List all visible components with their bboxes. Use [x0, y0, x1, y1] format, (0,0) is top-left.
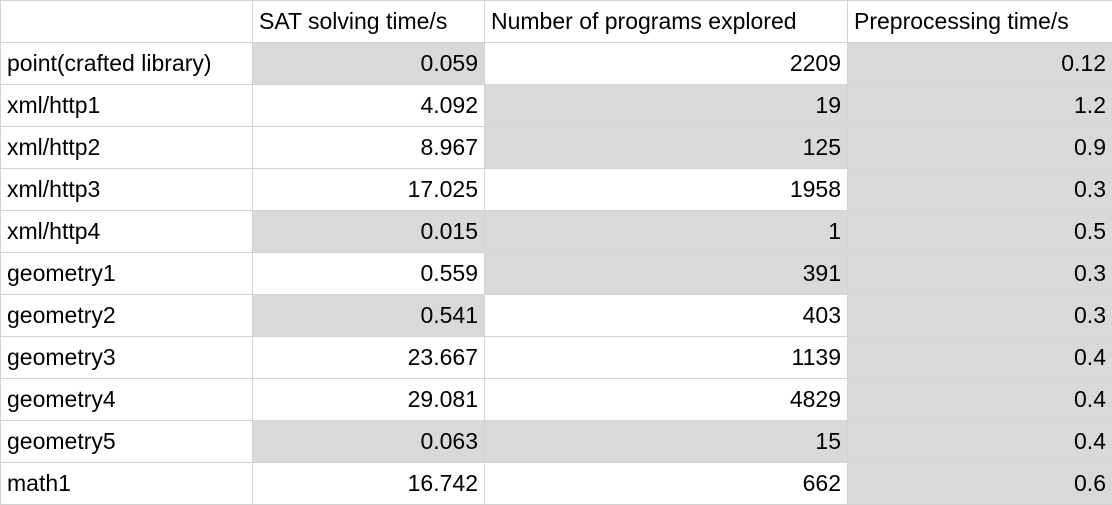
- preprocessing-time-cell[interactable]: 0.4: [848, 379, 1112, 421]
- preprocessing-time-cell[interactable]: 0.5: [848, 211, 1112, 253]
- programs-explored-cell[interactable]: 391: [485, 253, 848, 295]
- preprocessing-time-cell[interactable]: 0.9: [848, 127, 1112, 169]
- sat-time-cell[interactable]: 0.541: [253, 295, 485, 337]
- row-label-cell[interactable]: point(crafted library): [1, 43, 253, 85]
- row-label-cell[interactable]: geometry4: [1, 379, 253, 421]
- programs-explored-cell[interactable]: 662: [485, 463, 848, 505]
- programs-explored-cell[interactable]: 1139: [485, 337, 848, 379]
- row-label-cell[interactable]: geometry3: [1, 337, 253, 379]
- row-label-cell[interactable]: xml/http4: [1, 211, 253, 253]
- preprocessing-time-cell[interactable]: 0.3: [848, 253, 1112, 295]
- preprocessing-time-cell[interactable]: 0.4: [848, 337, 1112, 379]
- preprocessing-time-cell[interactable]: 0.6: [848, 463, 1112, 505]
- programs-explored-cell[interactable]: 15: [485, 421, 848, 463]
- row-label-cell[interactable]: math1: [1, 463, 253, 505]
- sat-time-cell[interactable]: 0.059: [253, 43, 485, 85]
- sat-time-cell[interactable]: 16.742: [253, 463, 485, 505]
- row-label-cell[interactable]: geometry5: [1, 421, 253, 463]
- header-cell-corner[interactable]: [1, 1, 253, 43]
- sat-time-cell[interactable]: 29.081: [253, 379, 485, 421]
- programs-explored-cell[interactable]: 403: [485, 295, 848, 337]
- sat-time-cell[interactable]: 0.559: [253, 253, 485, 295]
- programs-explored-cell[interactable]: 1: [485, 211, 848, 253]
- preprocessing-time-cell[interactable]: 0.4: [848, 421, 1112, 463]
- sat-time-cell[interactable]: 4.092: [253, 85, 485, 127]
- sat-time-cell[interactable]: 23.667: [253, 337, 485, 379]
- row-label-cell[interactable]: xml/http2: [1, 127, 253, 169]
- row-label-cell[interactable]: geometry2: [1, 295, 253, 337]
- sat-time-cell[interactable]: 0.063: [253, 421, 485, 463]
- row-label-cell[interactable]: geometry1: [1, 253, 253, 295]
- programs-explored-cell[interactable]: 2209: [485, 43, 848, 85]
- row-label-cell[interactable]: xml/http3: [1, 169, 253, 211]
- preprocessing-time-cell[interactable]: 0.3: [848, 169, 1112, 211]
- programs-explored-cell[interactable]: 1958: [485, 169, 848, 211]
- programs-explored-cell[interactable]: 125: [485, 127, 848, 169]
- header-cell-sat-time[interactable]: SAT solving time/s: [253, 1, 485, 43]
- header-cell-preprocessing-time[interactable]: Preprocessing time/s: [848, 1, 1112, 43]
- header-row: SAT solving time/s Number of programs ex…: [1, 1, 1112, 43]
- sat-time-cell[interactable]: 17.025: [253, 169, 485, 211]
- row-label-cell[interactable]: xml/http1: [1, 85, 253, 127]
- header-cell-programs-explored[interactable]: Number of programs explored: [485, 1, 848, 43]
- programs-explored-cell[interactable]: 19: [485, 85, 848, 127]
- preprocessing-time-cell[interactable]: 1.2: [848, 85, 1112, 127]
- preprocessing-time-cell[interactable]: 0.3: [848, 295, 1112, 337]
- preprocessing-time-cell[interactable]: 0.12: [848, 43, 1112, 85]
- sat-time-cell[interactable]: 8.967: [253, 127, 485, 169]
- sat-time-cell[interactable]: 0.015: [253, 211, 485, 253]
- programs-explored-cell[interactable]: 4829: [485, 379, 848, 421]
